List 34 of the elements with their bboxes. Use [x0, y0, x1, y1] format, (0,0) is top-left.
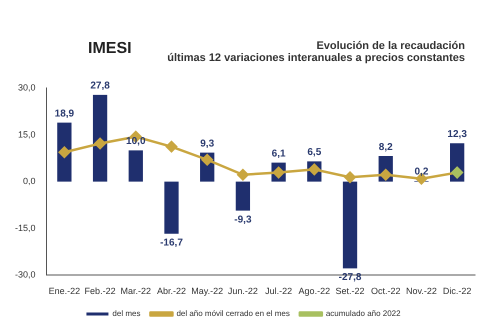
data-label: 9,3 — [200, 138, 215, 150]
y-tick-label: -30,0 — [15, 270, 36, 280]
y-tick-label: 0,0 — [23, 176, 36, 186]
data-label: 27,8 — [90, 80, 110, 92]
x-tick-label: Jun.-22 — [228, 286, 258, 296]
legend-label: del año móvil cerrado en el mes — [176, 309, 290, 318]
data-label: 8,2 — [378, 142, 394, 153]
x-tick-label: Oct.-22 — [370, 286, 400, 296]
x-tick-label: Ago.-22 — [298, 286, 330, 296]
data-label: 10,0 — [126, 136, 146, 148]
chart-subtitle: Evolución de la recaudación últimas 12 variaciones interanuales a precios constantes — [166, 40, 465, 64]
x-tick-label: May.-22 — [191, 286, 224, 296]
legend-label: acumulado año 2022 — [326, 309, 402, 318]
data-label: 6,1 — [272, 148, 286, 160]
x-tick-label: Set.-22 — [336, 286, 365, 296]
y-tick-label: 30,0 — [18, 82, 36, 92]
x-tick-label: Feb.-22 — [84, 286, 116, 296]
x-tick-label: Jul.-22 — [265, 286, 292, 296]
legend-label: del mes — [112, 309, 140, 318]
x-tick-label: Ene.-22 — [48, 286, 80, 296]
data-label: -9,3 — [234, 214, 252, 226]
x-tick-label: Mar.-22 — [120, 286, 152, 296]
data-label: 6,5 — [307, 147, 322, 158]
x-tick-label: Nov.-22 — [406, 286, 437, 296]
data-label: 0,2 — [414, 166, 429, 178]
x-tick-label: Dic.-22 — [442, 286, 472, 296]
chart-title: IMESI — [88, 40, 132, 58]
x-tick-label: Abr.-22 — [156, 286, 186, 296]
data-label: -27,8 — [338, 272, 362, 284]
data-label: -16,7 — [160, 237, 184, 248]
y-tick-label: -15,0 — [15, 222, 36, 233]
data-label: 18,9 — [54, 108, 75, 120]
data-label: 12,3 — [447, 128, 468, 140]
y-tick-label: 15,0 — [18, 129, 36, 140]
